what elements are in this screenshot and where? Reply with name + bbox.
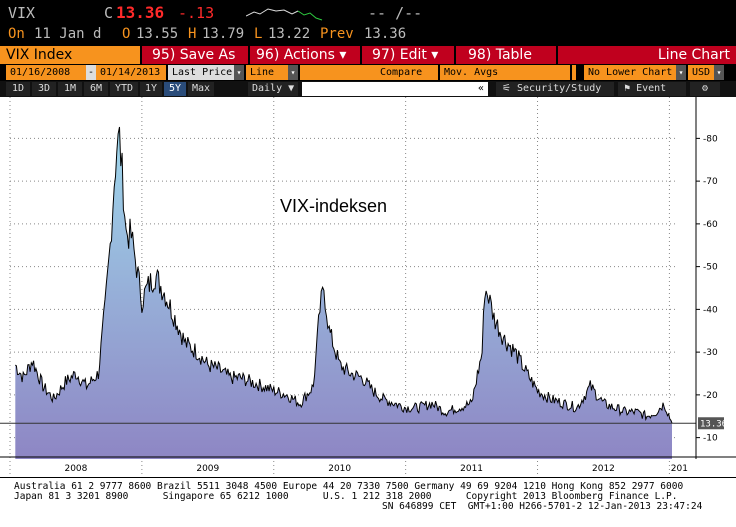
open-label: O (122, 26, 131, 42)
divider (360, 46, 362, 64)
event-button[interactable]: ⚑ Event (618, 82, 686, 96)
bid-ask: -- /-- (368, 4, 423, 22)
quote-header: VIX C 13.36 -.13 -- /-- (0, 0, 736, 24)
chevron-down-icon[interactable]: ▾ (676, 65, 686, 80)
sparkline-icon (246, 8, 323, 21)
period-3d[interactable]: 3D (32, 82, 56, 96)
quote-date: 11 Jan d (34, 26, 102, 42)
edit-menu[interactable]: 97) Edit ▾ (372, 47, 439, 63)
x-tick-label: 2010 (328, 464, 351, 474)
lower-chart-select[interactable]: No Lower Chart (584, 65, 676, 80)
security-study-label: Security/Study (517, 83, 602, 94)
end-date-input[interactable]: 01/14/2013 (96, 65, 166, 80)
y-tick-label: -60 (703, 220, 718, 230)
close-label: C (104, 4, 114, 22)
table-button[interactable]: 98) Table (468, 47, 532, 63)
y-tick-label: -30 (703, 348, 718, 358)
field-select[interactable]: Last Price (168, 65, 234, 80)
y-tick-label: -70 (703, 177, 718, 187)
study-input[interactable]: « (302, 82, 488, 96)
low-label: L (254, 26, 263, 42)
x-axis: 2008 2009 2010 2011 2012 201 (0, 456, 736, 474)
frequency-select[interactable]: Daily ▼ (248, 82, 298, 96)
y-tick-label: -10 (703, 434, 718, 444)
period-max[interactable]: Max (188, 82, 214, 96)
on-label: On (8, 26, 25, 42)
vix-chart[interactable]: -10 -20 -30 -40 -50 -60 -70 -80 2008 2009 2010 201… (0, 97, 736, 477)
low-value: 13.22 (268, 26, 311, 42)
footer-line-1: Australia 61 2 9777 8600 Brazil 5511 304… (14, 481, 684, 492)
divider (556, 46, 558, 64)
start-date-input[interactable]: 01/16/2008 (6, 65, 86, 80)
x-tick-label: 201 (671, 464, 688, 474)
chevron-down-icon[interactable]: ▾ (288, 65, 298, 80)
compare-button[interactable]: Compare (320, 65, 438, 80)
high-label: H (188, 26, 197, 42)
x-tick-label: 2011 (460, 464, 483, 474)
compare-spacer (300, 65, 320, 80)
ticker: VIX (8, 4, 36, 22)
y-tick-label: -50 (703, 263, 718, 273)
period-6m[interactable]: 6M (84, 82, 108, 96)
footer-line-2: Japan 81 3 3201 8900 Singapore 65 6212 1… (14, 491, 678, 502)
chart-type-label[interactable]: Line Chart (657, 47, 730, 63)
footer: Australia 61 2 9777 8600 Brazil 5511 304… (0, 478, 736, 527)
period-1y[interactable]: 1Y (140, 82, 162, 96)
currency-select[interactable]: USD (688, 65, 714, 80)
chevron-down-icon[interactable]: ▾ (234, 65, 244, 80)
y-tick-label: -40 (703, 305, 718, 315)
event-label: Event (636, 83, 667, 94)
style-select[interactable]: Line (246, 65, 288, 80)
divider (140, 46, 142, 64)
last-value-label: 13.36 (700, 419, 727, 429)
gear-icon: ⚙ (701, 83, 709, 94)
period-ytd[interactable]: YTD (110, 82, 138, 96)
flag-icon: ⚑ (624, 83, 631, 94)
parameter-bar: 01/16/2008 - 01/14/2013 Last Price ▾ Lin… (0, 64, 736, 81)
mov-avgs-button[interactable]: Mov. Avgs (440, 65, 570, 80)
settings-button[interactable]: ⚙ (690, 82, 720, 96)
y-tick-label: -80 (703, 134, 718, 144)
last-value-badge: 13.36 (698, 417, 727, 430)
open-value: 13.55 (136, 26, 179, 42)
menu-bar: VIX Index 95) Save As 96) Actions ▾ 97) … (0, 46, 736, 64)
period-1d[interactable]: 1D (6, 82, 30, 96)
actions-menu[interactable]: 96) Actions ▾ (256, 47, 347, 63)
y-tick-label: -20 (703, 391, 718, 401)
divider (572, 65, 576, 80)
prev-value: 13.36 (364, 26, 407, 42)
divider (248, 46, 250, 64)
footer-line-3: SN 646899 CET GMT+1:00 H266-5701-2 12-Ja… (382, 501, 703, 512)
period-1m[interactable]: 1M (58, 82, 82, 96)
series-line (15, 126, 673, 424)
period-bar: 1D 3D 1M 6M YTD 1Y 5Y Max Daily ▼ « ⚟ Security/… (0, 81, 736, 97)
x-tick-label: 2009 (196, 464, 219, 474)
prev-label: Prev (320, 26, 354, 42)
security-study-button[interactable]: ⚟ Security/Study (496, 82, 614, 96)
x-tick-label: 2008 (64, 464, 87, 474)
quote-details: On 11 Jan d O 13.55 H 13.79 L 13.22 Prev… (0, 23, 736, 45)
chart-line-icon: ⚟ (502, 83, 511, 94)
frequency-label: Daily (252, 83, 283, 94)
period-5y[interactable]: 5Y (164, 82, 186, 96)
price-change: -.13 (178, 4, 215, 22)
divider (454, 46, 456, 64)
save-as-button[interactable]: 95) Save As (152, 47, 236, 63)
last-price: 13.36 (116, 3, 165, 22)
x-tick-label: 2012 (592, 464, 615, 474)
area-fill (15, 127, 673, 459)
chart-title: VIX-indeksen (280, 196, 387, 216)
date-dash: - (86, 65, 96, 80)
high-value: 13.79 (202, 26, 245, 42)
chevron-down-icon: ▼ (288, 83, 295, 94)
security-field[interactable]: VIX Index (0, 46, 140, 64)
chevron-down-icon[interactable]: ▾ (714, 65, 724, 80)
y-axis: -10 -20 -30 -40 -50 -60 -70 -80 (695, 97, 718, 459)
